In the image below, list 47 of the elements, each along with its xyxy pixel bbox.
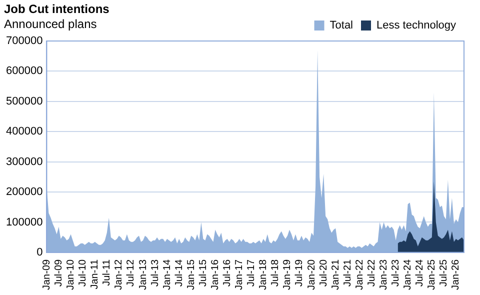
x-tick-label: Jan-18 [258,258,270,290]
x-tick-label: Jan-26 [450,258,462,290]
x-tick-label: Jul-23 [390,259,402,287]
x-tick-label: Jan-25 [426,258,438,290]
x-tick-label: Jan-22 [354,258,366,290]
x-tick-label: Jan-09 [41,258,52,290]
x-tick-label: Jan-15 [186,258,197,290]
x-tick-label: Jul-14 [174,259,185,287]
chart-subtitle: Announced plans [4,17,98,32]
x-tick-label: Jan-19 [282,258,294,290]
x-tick-label: Jul-21 [342,259,354,287]
x-tick-label: Jul-10 [78,259,89,287]
x-tick-label: Jul-13 [150,259,161,287]
chart-title: Job Cut intentions [4,2,110,17]
x-tick-label: Jul-25 [438,259,450,287]
y-tick-label: 700000 [6,35,43,48]
x-tick-label: Jan-13 [138,258,149,290]
x-tick-label: Jul-18 [270,259,282,287]
x-tick-label: Jul-09 [53,259,64,287]
y-tick-label: 500000 [6,95,43,108]
y-tick-label: 400000 [6,126,43,138]
x-tick-label: Jan-24 [402,258,414,290]
x-tick-label: Jan-14 [162,258,173,290]
legend-label: Less technology [376,20,456,32]
x-tick-label: Jul-22 [366,259,378,287]
x-tick-label: Jul-24 [414,259,426,287]
x-tick-label: Jul-11 [102,258,113,286]
x-tick-label: Jul-15 [198,259,209,287]
x-tick-label: Jul-20 [318,259,330,287]
y-tick-label: 100000 [6,216,43,228]
x-tick-label: Jan-20 [306,258,318,290]
x-tick-label: Jan-11 [90,258,101,290]
x-tick-label: Jan-10 [66,258,77,290]
y-tick-label: 300000 [6,156,43,168]
x-tick-label: Jan-17 [234,258,246,290]
x-tick-label: Jul-16 [222,259,234,287]
x-tick-label: Jan-16 [210,258,221,290]
y-tick-label: 0 [36,246,43,258]
x-tick-label: Jul-19 [294,259,306,287]
x-tick-label: Jan-12 [114,258,125,290]
y-tick-label: 200000 [6,186,43,198]
y-tick-label: 600000 [6,65,43,78]
legend-label: Total [330,20,354,32]
x-tick-label: Jul-12 [126,259,137,287]
x-tick-label: Jul-17 [246,259,258,287]
x-tick-label: Jan-21 [330,258,342,290]
x-tick-label: Jan-23 [378,258,390,290]
